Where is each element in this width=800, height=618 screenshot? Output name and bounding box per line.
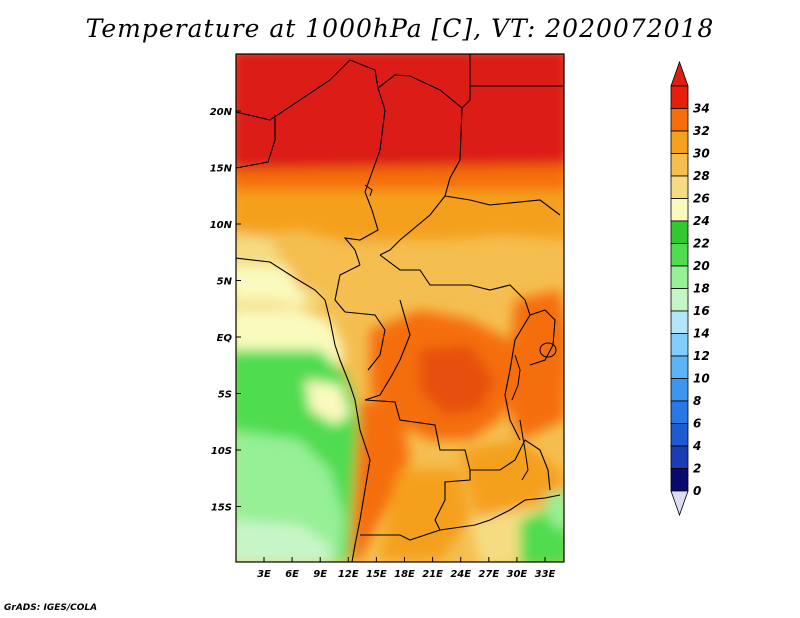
colorbar-label: 22 xyxy=(693,237,710,251)
colorbar-label: 18 xyxy=(693,282,710,296)
colorbar-segment xyxy=(670,333,689,357)
colorbar-segment xyxy=(670,265,689,289)
colorbar-label: 24 xyxy=(693,214,710,228)
colorbar-label: 0 xyxy=(693,484,701,498)
colorbar-label: 26 xyxy=(693,192,710,206)
lat-label: 10S xyxy=(211,446,232,457)
country-borders xyxy=(236,54,564,562)
colorbar-segment xyxy=(670,130,689,154)
colorbar-label: 32 xyxy=(693,124,710,138)
lon-label: 6E xyxy=(285,569,299,580)
colorbar-label: 30 xyxy=(693,147,710,161)
lon-label: 3E xyxy=(257,569,271,580)
lat-label: EQ xyxy=(217,333,233,344)
colorbar-label: 34 xyxy=(693,102,710,116)
colorbar-label: 4 xyxy=(692,439,701,453)
lat-label: 20N xyxy=(210,107,233,118)
lat-label: 15S xyxy=(211,503,232,514)
colorbar-segment xyxy=(670,400,689,424)
colorbar-label: 6 xyxy=(693,417,701,431)
latitude-axis: 20N 15N 10N 5N EQ 5S 10S 15S xyxy=(210,107,241,514)
lon-label: 12E xyxy=(338,569,359,580)
colorbar-segment xyxy=(670,108,689,132)
colorbar-segment xyxy=(670,243,689,267)
colorbar-label: 8 xyxy=(693,394,701,408)
colorbar-label: 14 xyxy=(693,327,710,341)
map-title: Temperature at 1000hPa [C], VT: 20200720… xyxy=(85,14,715,43)
lat-label: 15N xyxy=(210,164,233,175)
colorbar-segment xyxy=(670,198,689,222)
colorbar-label: 10 xyxy=(693,372,710,386)
colorbar-under-triangle xyxy=(670,490,689,517)
lon-label: 30E xyxy=(507,569,528,580)
colorbar-segment xyxy=(670,310,689,334)
colorbar-segment xyxy=(670,153,689,177)
temperature-field xyxy=(236,54,564,562)
colorbar-label: 2 xyxy=(693,462,701,476)
colorbar-segment xyxy=(670,378,689,402)
lon-label: 18E xyxy=(394,569,415,580)
lat-label: 5N xyxy=(217,277,233,288)
lon-label: 21E xyxy=(422,569,443,580)
colorbar-segment xyxy=(670,220,689,244)
lon-label: 33E xyxy=(535,569,556,580)
colorbar-segment xyxy=(670,423,689,447)
colorbar-label: 12 xyxy=(693,349,710,363)
lat-label: 10N xyxy=(210,220,233,231)
colorbar-segment xyxy=(670,445,689,469)
lon-label: 24E xyxy=(450,569,471,580)
colorbar-over-triangle xyxy=(670,60,689,87)
grads-credit: GrADS: IGES/COLA xyxy=(4,603,98,613)
colorbar-segment xyxy=(670,468,689,492)
lat-label: 5S xyxy=(218,390,232,401)
map-frame xyxy=(235,53,565,563)
lon-label: 15E xyxy=(366,569,387,580)
colorbar-segment xyxy=(670,355,689,379)
colorbar-segment xyxy=(670,175,689,199)
colorbar-segment xyxy=(670,288,689,312)
colorbar-label: 28 xyxy=(693,169,710,183)
lon-label: 9E xyxy=(313,569,327,580)
colorbar-label: 20 xyxy=(693,259,710,273)
lakes xyxy=(364,184,557,481)
longitude-axis: 3E 6E 9E 12E 15E 18E 21E 24E 27E 30E 33E xyxy=(257,557,556,580)
colorbar-label: 16 xyxy=(693,304,710,318)
colorbar-segment xyxy=(670,85,689,109)
lon-label: 27E xyxy=(478,569,499,580)
